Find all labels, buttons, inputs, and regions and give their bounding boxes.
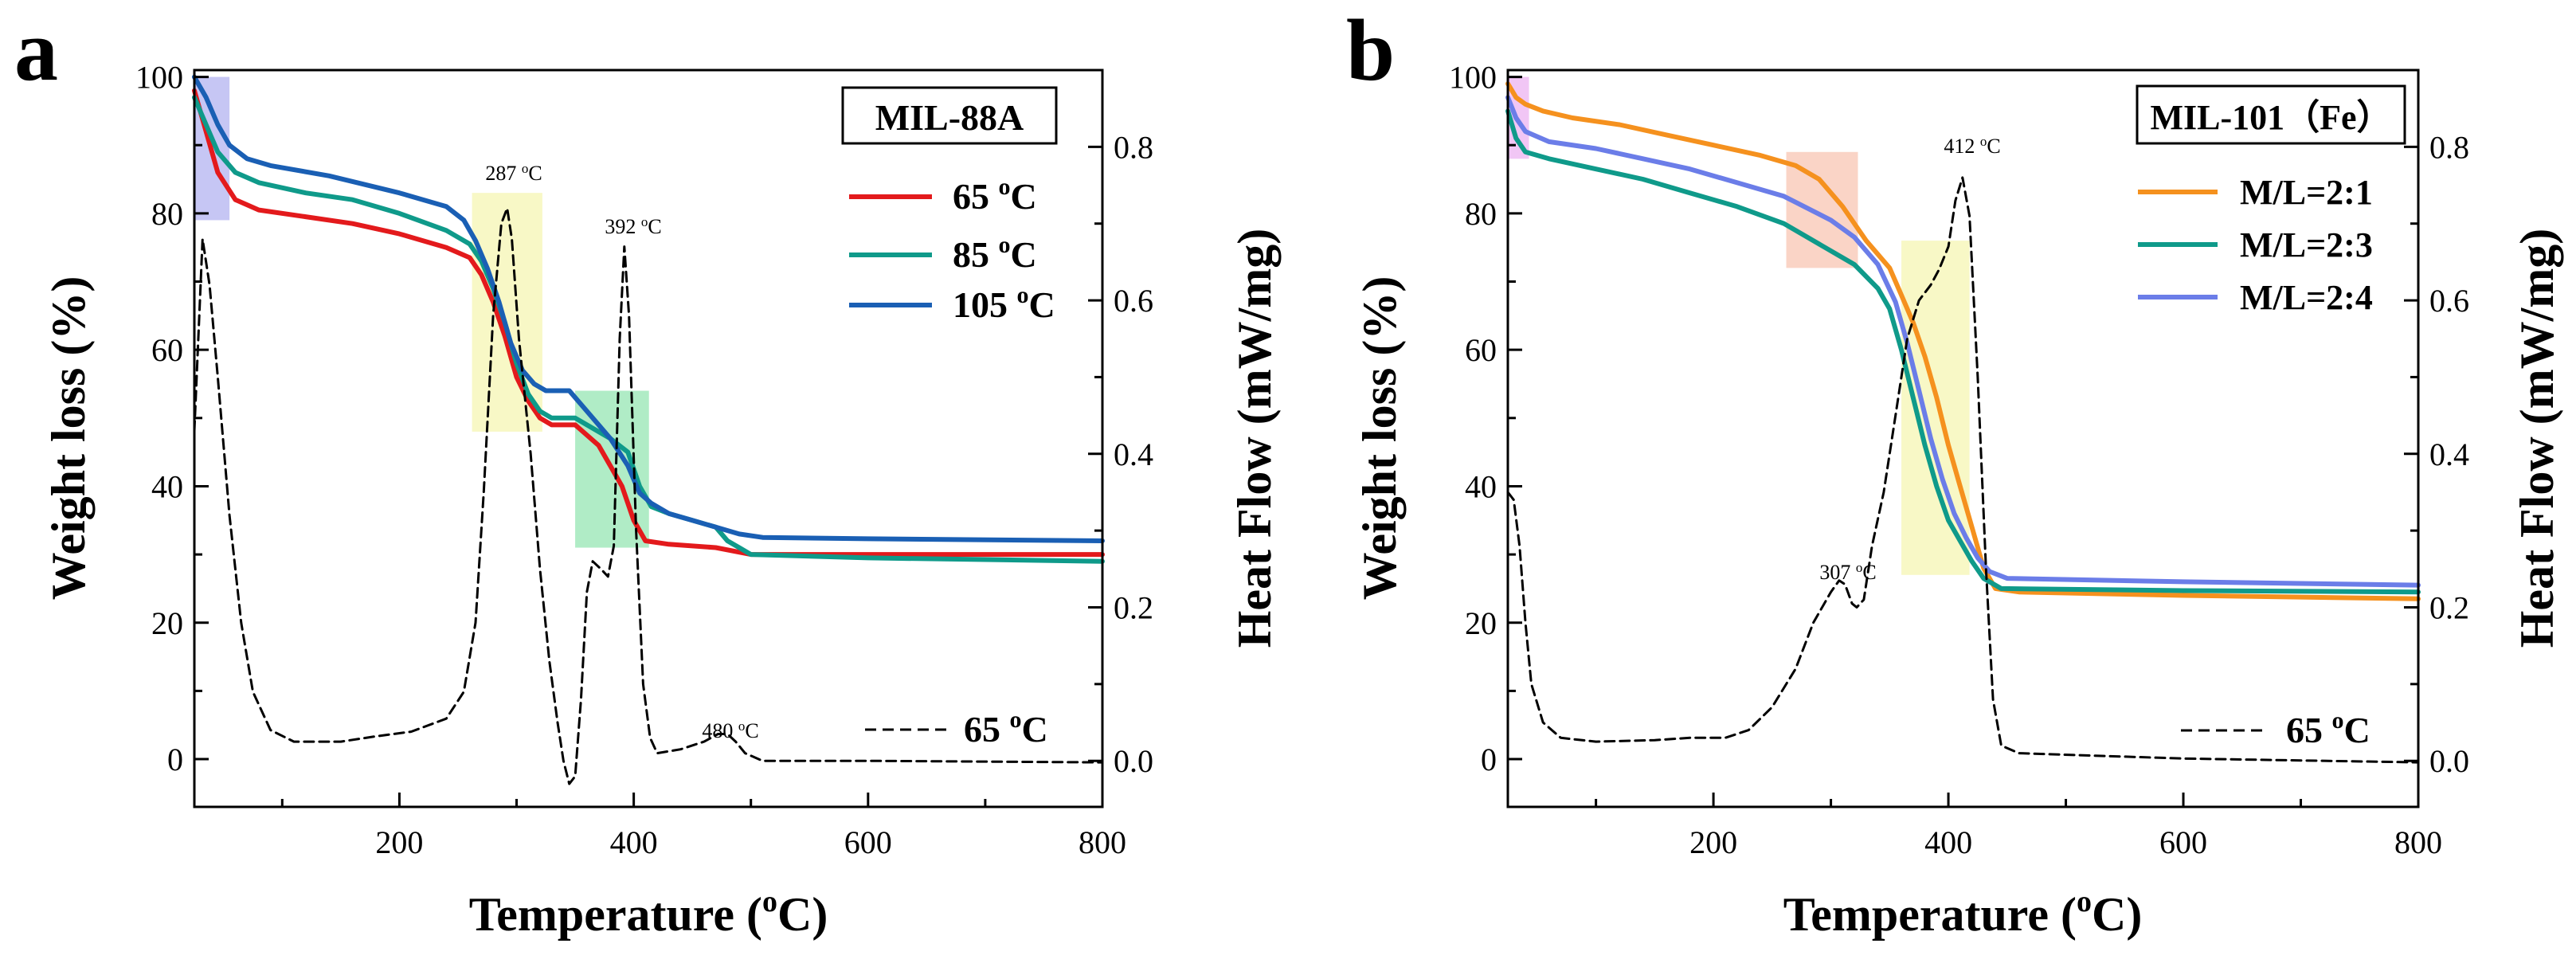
legend-label-dsc-b: 65 oC	[2286, 707, 2370, 750]
y-right-tick-label-b-4: 0.8	[2429, 129, 2469, 165]
x-tick-label-b-800: 800	[2394, 824, 2442, 860]
panel-letter-b: b	[1346, 2, 1395, 99]
y-right-tick-label-a-0: 0.0	[1114, 743, 1153, 779]
panel-letter-a: a	[14, 2, 58, 99]
dsc-curve-a-4	[193, 206, 1104, 785]
tga-curve-a-1	[192, 88, 1105, 558]
legend-label-85C: 85 oC	[953, 232, 1037, 275]
plot-a	[192, 74, 1105, 785]
legend-label-dsc-a: 65 oC	[964, 707, 1048, 750]
sample-label-b: MIL-101（Fe）	[2150, 98, 2391, 137]
y-axis-title-right-a: Heat Flow (mW/mg)	[1228, 229, 1281, 648]
y-left-tick-label-a-20: 20	[151, 605, 183, 641]
sample-label-box-b	[2136, 84, 2406, 145]
panel-a: a 200 400 600 800 0 20 40 60 80 100 0.0 0.2 0.4 0.6 0.…	[14, 2, 1281, 941]
y-left-tick-label-a-80: 80	[151, 196, 183, 232]
y-right-tick-label-b-0: 0.0	[2429, 743, 2469, 779]
y-left-tick-label-a-100: 100	[135, 60, 183, 96]
x-tick-label-b-400: 400	[1924, 824, 1972, 860]
legend-label-65C: 65 oC	[953, 174, 1037, 217]
y-left-tick-label-b-20: 20	[1465, 605, 1497, 641]
x-tick-label-a-200: 200	[375, 824, 423, 860]
ticks-a: 200 400 600 800 0 20 40 60 80 100 0.0 0.2 0.4 0.6 0.8	[135, 60, 1153, 860]
legend-a: 65 oC 85 oC 105 oC 65 oC	[849, 174, 1055, 750]
y-axis-title-right-b: Heat Flow (mW/mg)	[2511, 229, 2563, 648]
y-left-tick-label-b-60: 60	[1465, 332, 1497, 368]
legend-label-ml-2-3: M/L=2:3	[2240, 225, 2373, 264]
y-right-tick-label-b-3: 0.6	[2429, 283, 2469, 319]
annotation-412: 412 oC	[1944, 134, 2000, 158]
tga-curve-b-3	[1505, 95, 2421, 588]
x-tick-label-b-600: 600	[2159, 824, 2207, 860]
y-axis-title-left-b: Weight loss (%)	[1353, 276, 1406, 601]
tga-curve-b-2	[1505, 108, 2421, 595]
tga-curve-a-3	[192, 74, 1105, 543]
x-axis-title-b: Temperature (oC)	[1783, 885, 2143, 941]
x-tick-label-b-200: 200	[1689, 824, 1737, 860]
annotation-392: 392 oC	[605, 214, 661, 238]
y-right-tick-label-a-2: 0.4	[1114, 436, 1153, 472]
y-left-tick-label-b-0: 0	[1481, 742, 1497, 777]
y-left-tick-label-b-40: 40	[1465, 468, 1497, 504]
x-tick-label-a-600: 600	[844, 824, 892, 860]
legend-label-105C: 105 oC	[953, 282, 1055, 325]
legend-b: M/L=2:1 M/L=2:3 M/L=2:4 65 oC	[2138, 173, 2373, 750]
annotation-480: 480 oC	[702, 718, 758, 742]
annotation-287: 287 oC	[485, 161, 542, 185]
x-tick-label-a-400: 400	[610, 824, 658, 860]
legend-label-ml-2-4: M/L=2:4	[2240, 278, 2373, 317]
sample-label-a: MIL-88A	[875, 97, 1024, 138]
y-left-tick-label-b-100: 100	[1449, 60, 1497, 96]
ticks-b: 200 400 600 800 0 20 40 60 80 100 0.0 0.2 0.4 0.6 0.8	[1449, 60, 2469, 860]
y-right-tick-label-a-1: 0.2	[1114, 589, 1153, 625]
x-axis-title-a: Temperature (oC)	[469, 885, 828, 941]
y-left-tick-label-a-60: 60	[151, 332, 183, 368]
legend-label-ml-2-1: M/L=2:1	[2240, 173, 2373, 212]
y-right-tick-label-a-3: 0.6	[1114, 283, 1153, 319]
dsc-curve-b-4	[1506, 176, 2420, 764]
highlight-region-a-2	[472, 193, 542, 432]
plot-frame-a	[193, 69, 1104, 808]
y-left-tick-label-b-80: 80	[1465, 196, 1497, 232]
y-right-tick-label-a-4: 0.8	[1114, 129, 1153, 165]
y-right-tick-label-b-1: 0.2	[2429, 589, 2469, 625]
annotation-307: 307 oC	[1819, 560, 1876, 584]
panel-b: b 200 400 600 800 0 20 40 60 80 100 0.0 0.2 0.4 0.6 0.…	[1346, 2, 2563, 941]
sample-label-box-a	[841, 86, 1058, 145]
plot-b	[1505, 76, 2421, 764]
y-left-tick-label-a-40: 40	[151, 468, 183, 504]
x-tick-label-a-800: 800	[1079, 824, 1126, 860]
y-right-tick-label-b-2: 0.4	[2429, 436, 2469, 472]
y-axis-title-left-a: Weight loss (%)	[42, 276, 95, 601]
plot-frame-b	[1506, 69, 2420, 808]
y-left-tick-label-a-0: 0	[167, 742, 183, 777]
